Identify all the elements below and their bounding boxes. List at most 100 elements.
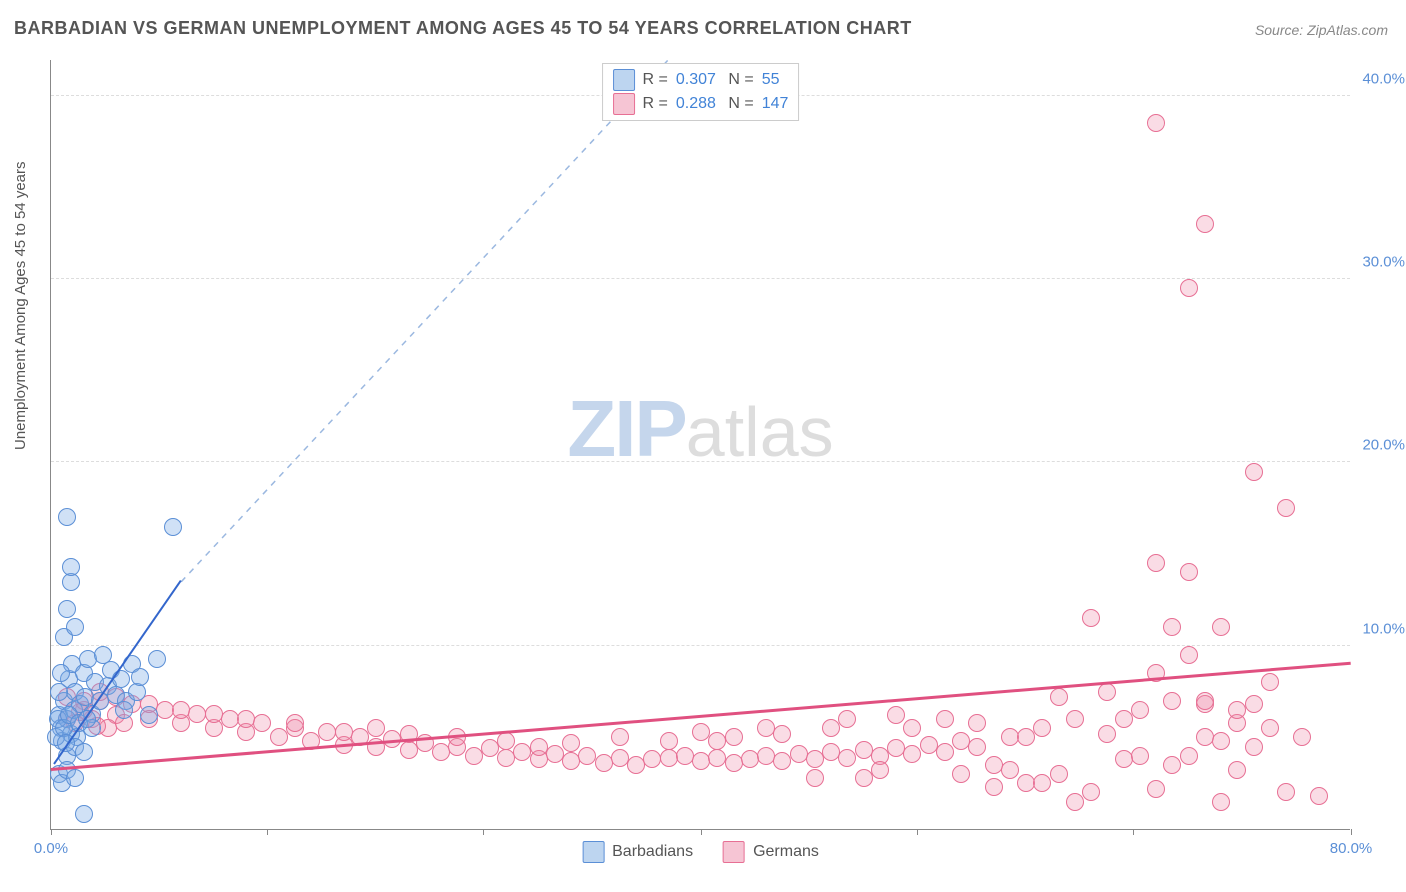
data-point (1115, 750, 1133, 768)
data-point (270, 728, 288, 746)
x-tick-mark (51, 829, 52, 835)
grid-line (51, 461, 1350, 462)
data-point (692, 752, 710, 770)
data-point (50, 683, 68, 701)
y-tick-label: 30.0% (1362, 254, 1405, 271)
data-point (725, 728, 743, 746)
data-point (887, 706, 905, 724)
data-point (952, 765, 970, 783)
swatch-germans-icon (723, 841, 745, 863)
data-point (806, 750, 824, 768)
y-axis-label: Unemployment Among Ages 45 to 54 years (12, 161, 29, 450)
data-point (1115, 710, 1133, 728)
x-tick-mark (483, 829, 484, 835)
chart-container: BARBADIAN VS GERMAN UNEMPLOYMENT AMONG A… (0, 0, 1406, 892)
data-point (172, 701, 190, 719)
legend-label: Barbadians (612, 843, 693, 861)
data-point (1212, 793, 1230, 811)
data-point (253, 714, 271, 732)
legend-item-germans: Germans (723, 841, 819, 863)
data-point (1180, 747, 1198, 765)
data-point (1098, 725, 1116, 743)
x-tick-mark (267, 829, 268, 835)
data-point (1261, 719, 1279, 737)
data-point (465, 747, 483, 765)
data-point (643, 750, 661, 768)
data-point (806, 769, 824, 787)
data-point (115, 701, 133, 719)
data-point (1245, 738, 1263, 756)
data-point (1163, 756, 1181, 774)
data-point (140, 706, 158, 724)
swatch-barbadians-icon (613, 69, 635, 91)
data-point (968, 738, 986, 756)
data-point (838, 749, 856, 767)
data-point (1196, 728, 1214, 746)
x-tick-mark (917, 829, 918, 835)
data-point (1228, 761, 1246, 779)
data-point (562, 734, 580, 752)
x-tick-label: 0.0% (34, 840, 68, 857)
data-point (1147, 114, 1165, 132)
data-point (52, 664, 70, 682)
data-point (400, 741, 418, 759)
data-point (1131, 701, 1149, 719)
data-point (1033, 774, 1051, 792)
data-point (757, 719, 775, 737)
data-point (1277, 783, 1295, 801)
data-point (1066, 793, 1084, 811)
x-tick-mark (1351, 829, 1352, 835)
data-point (692, 723, 710, 741)
data-point (1033, 719, 1051, 737)
data-point (286, 714, 304, 732)
data-point (903, 719, 921, 737)
data-point (1261, 673, 1279, 691)
x-tick-label: 80.0% (1330, 840, 1373, 857)
data-point (148, 650, 166, 668)
data-point (1180, 646, 1198, 664)
data-point (1196, 215, 1214, 233)
data-point (611, 728, 629, 746)
data-point (1017, 728, 1035, 746)
data-point (708, 732, 726, 750)
data-point (725, 754, 743, 772)
data-point (1196, 692, 1214, 710)
data-point (903, 745, 921, 763)
source-label: Source: ZipAtlas.com (1255, 22, 1388, 38)
data-point (1082, 609, 1100, 627)
data-point (1277, 499, 1295, 517)
data-point (1163, 692, 1181, 710)
data-point (481, 739, 499, 757)
data-point (936, 710, 954, 728)
data-point (497, 732, 515, 750)
data-point (1147, 554, 1165, 572)
legend-label: Germans (753, 843, 819, 861)
data-point (1310, 787, 1328, 805)
data-point (131, 668, 149, 686)
legend-stats-row-1: R = 0.307 N = 55 (613, 68, 789, 92)
data-point (838, 710, 856, 728)
data-point (1180, 563, 1198, 581)
legend-item-barbadians: Barbadians (582, 841, 693, 863)
data-point (952, 732, 970, 750)
data-point (1098, 683, 1116, 701)
y-tick-label: 20.0% (1362, 437, 1405, 454)
grid-line (51, 645, 1350, 646)
data-point (822, 719, 840, 737)
y-tick-label: 40.0% (1362, 70, 1405, 87)
data-point (1001, 761, 1019, 779)
data-point (1082, 783, 1100, 801)
data-point (1147, 780, 1165, 798)
chart-title: BARBADIAN VS GERMAN UNEMPLOYMENT AMONG A… (14, 18, 912, 39)
data-point (530, 738, 548, 756)
data-point (1212, 618, 1230, 636)
data-point (1293, 728, 1311, 746)
legend-stats-row-2: R = 0.288 N = 147 (613, 92, 789, 116)
data-point (1050, 688, 1068, 706)
data-point (1050, 765, 1068, 783)
data-point (1180, 279, 1198, 297)
data-point (205, 705, 223, 723)
data-point (855, 769, 873, 787)
data-point (968, 714, 986, 732)
data-point (741, 750, 759, 768)
